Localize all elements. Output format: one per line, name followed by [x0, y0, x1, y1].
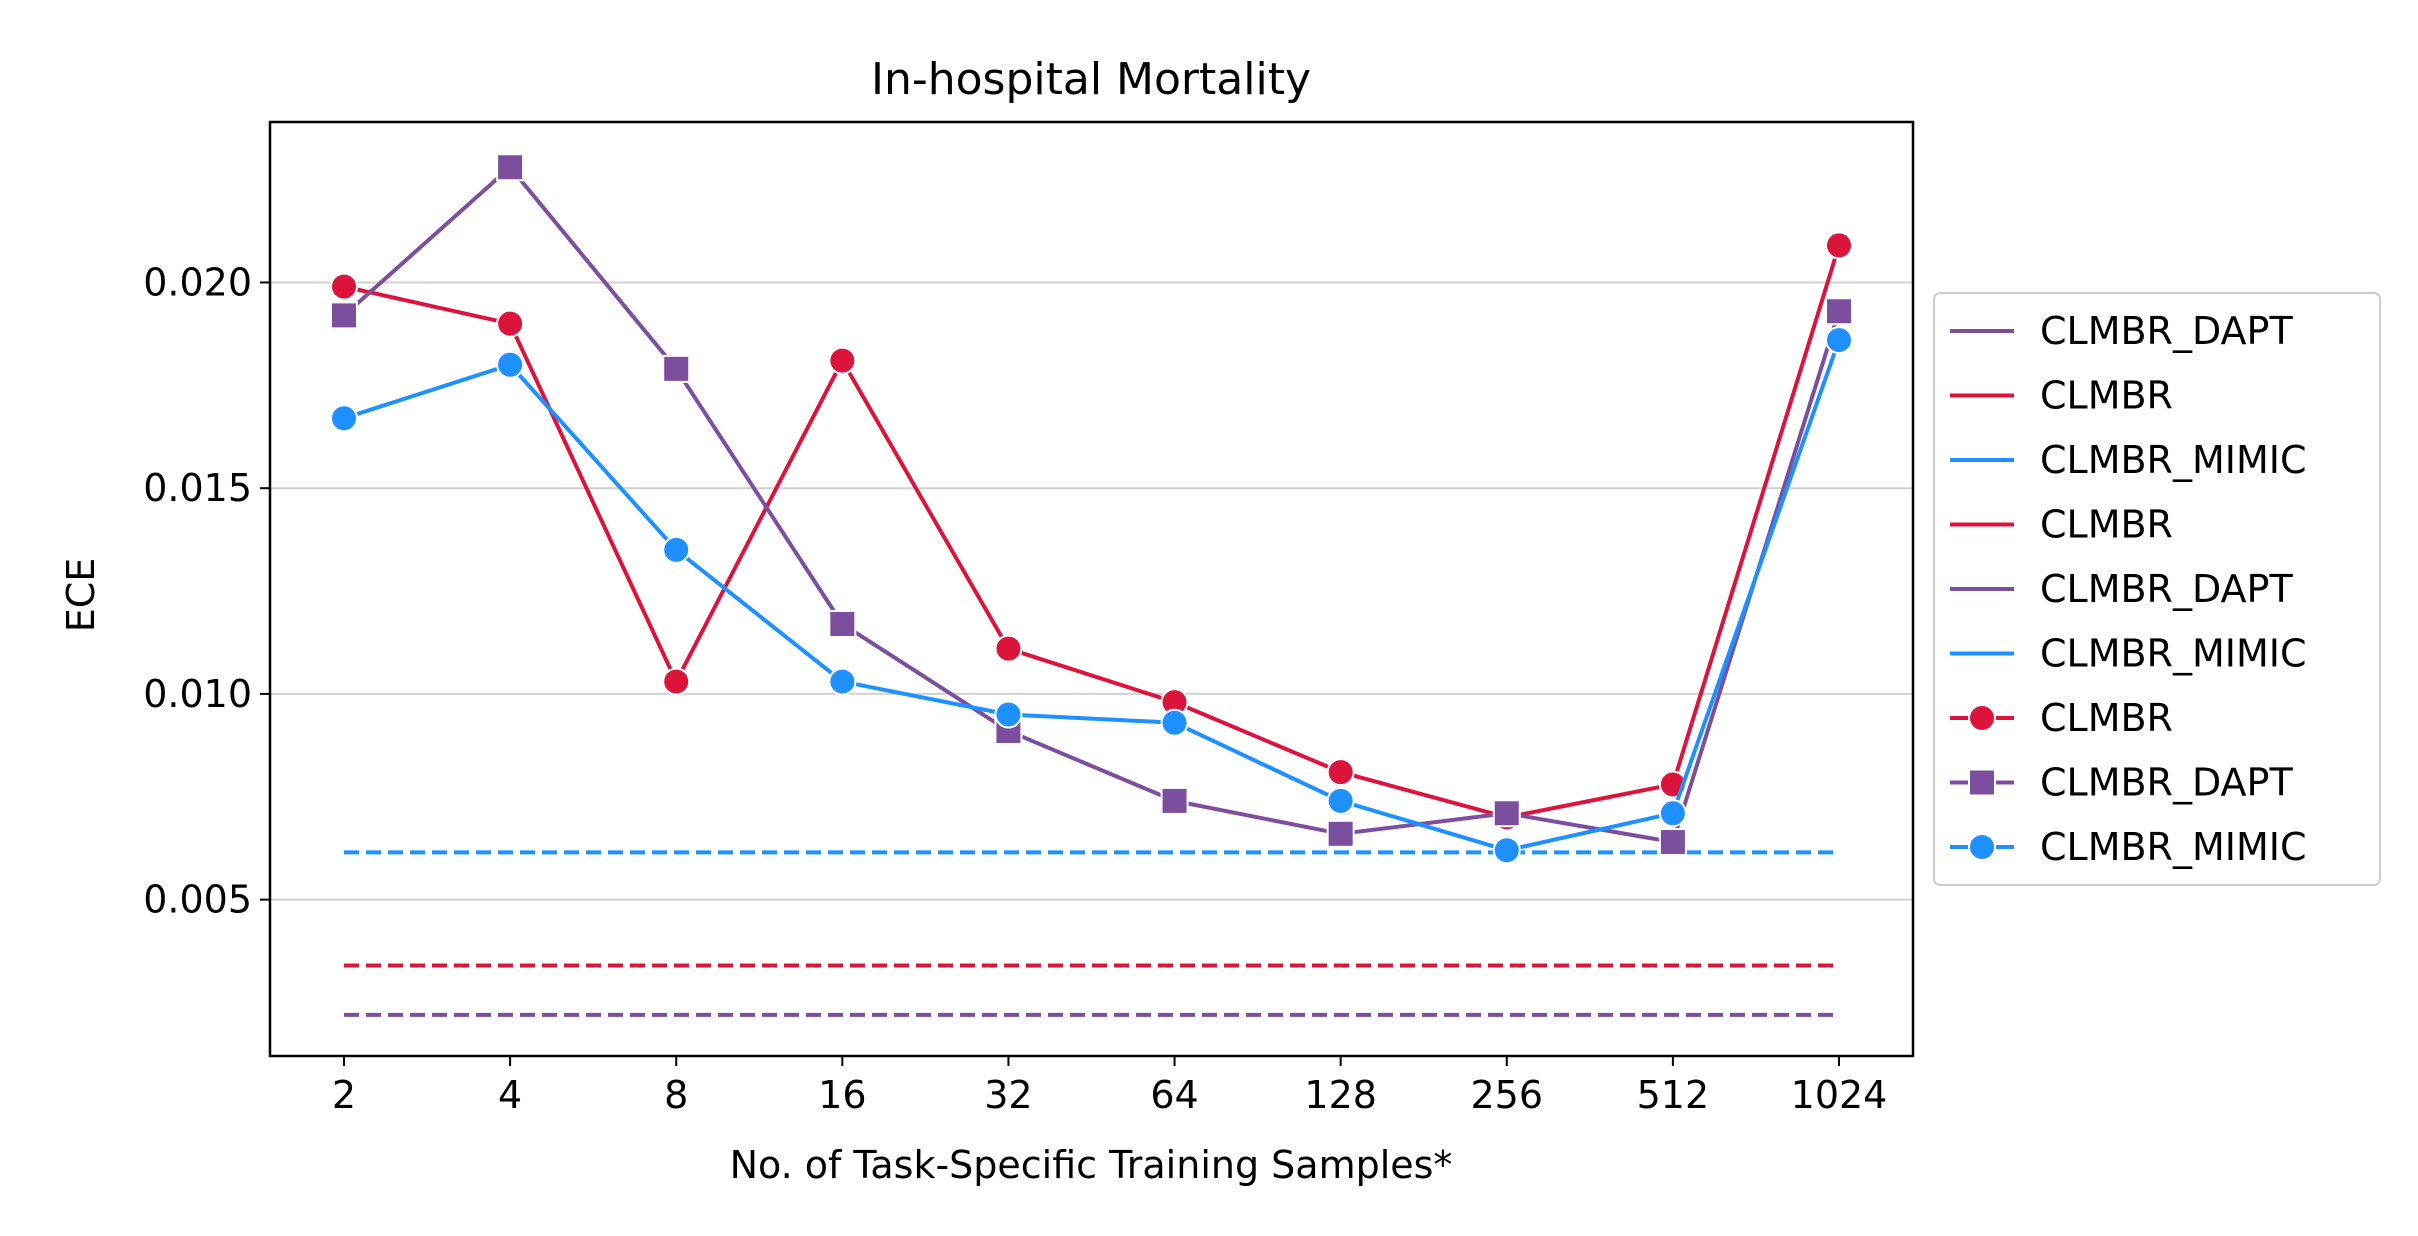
data-point-clmbr-dapt [496, 153, 525, 182]
data-point-clmbr-mimic [828, 667, 857, 696]
data-point-clmbr [662, 667, 691, 696]
data-point-clmbr-mimic [496, 350, 525, 379]
data-point-clmbr [1825, 231, 1853, 260]
y-tick-label: 0.020 [143, 260, 252, 304]
plot-frame [268, 120, 1915, 1058]
data-point-clmbr-mimic [1160, 708, 1189, 737]
data-point-clmbr-mimic [1326, 786, 1355, 815]
series-clmbr-mimic [330, 326, 1853, 865]
data-point-clmbr-dapt [1658, 828, 1687, 857]
legend-label-clmbr: CLMBR [2040, 503, 2173, 547]
legend-label-clmbr: CLMBR [2040, 374, 2173, 418]
legend-label-clmbr-dapt: CLMBR_DAPT [2040, 567, 2293, 611]
x-tick-label: 1024 [1791, 1073, 1888, 1117]
legend-box [1933, 292, 2381, 886]
data-point-clmbr-mimic [994, 700, 1023, 729]
data-point-clmbr-dapt [1326, 819, 1355, 848]
legend-label-clmbr-dapt: CLMBR_DAPT [2040, 309, 2293, 353]
data-point-clmbr-mimic [662, 535, 691, 564]
x-tick-label: 32 [984, 1073, 1032, 1117]
y-tick-label: 0.010 [143, 672, 252, 716]
y-axis-label: ECE [59, 558, 103, 633]
x-tick-label: 4 [498, 1073, 522, 1117]
legend-label-clmbr-dapt: CLMBR_DAPT [2040, 761, 2293, 805]
data-point-clmbr [828, 346, 857, 375]
data-point-clmbr-dapt [1492, 799, 1521, 828]
legend-marker-clmbr [1968, 704, 1996, 732]
series-clmbr-dapt [330, 153, 1853, 857]
data-point-clmbr-mimic [1492, 836, 1521, 865]
x-tick-label: 512 [1637, 1073, 1710, 1117]
x-tick-label: 8 [664, 1073, 688, 1117]
y-tick-label: 0.015 [143, 466, 252, 510]
series-clmbr [330, 231, 1853, 832]
x-tick-label: 256 [1471, 1073, 1544, 1117]
data-point-clmbr-dapt [1160, 786, 1189, 815]
series-line-clmbr [343, 244, 1841, 820]
series-line-clmbr-mimic [343, 339, 1841, 853]
data-point-clmbr [496, 309, 525, 338]
legend-label-clmbr-mimic: CLMBR_MIMIC [2040, 438, 2306, 482]
x-tick-label: 64 [1150, 1073, 1198, 1117]
legend-marker-clmbr-dapt [1968, 768, 1996, 797]
data-point-clmbr [1326, 758, 1355, 787]
data-point-clmbr [330, 272, 358, 301]
legend-label-clmbr-mimic: CLMBR_MIMIC [2040, 825, 2306, 869]
chart-title: In-hospital Mortality [871, 54, 1311, 105]
data-point-clmbr-dapt [662, 354, 691, 383]
data-point-clmbr-mimic [1825, 326, 1853, 355]
x-axis-label: No. of Task-Specific Training Samples* [730, 1143, 1453, 1187]
y-tick-label: 0.005 [143, 878, 252, 922]
data-point-clmbr-dapt [828, 609, 857, 638]
legend-marker-clmbr-mimic [1968, 833, 1996, 861]
x-tick-label: 2 [332, 1073, 356, 1117]
data-point-clmbr [994, 634, 1023, 663]
x-tick-label: 128 [1304, 1073, 1377, 1117]
series-line-clmbr-dapt [342, 165, 1841, 845]
data-point-clmbr-dapt [1825, 297, 1853, 326]
data-point-clmbr-dapt [330, 301, 358, 330]
legend-label-clmbr-mimic: CLMBR_MIMIC [2040, 632, 2306, 676]
data-point-clmbr-mimic [1658, 799, 1687, 828]
data-point-clmbr-mimic [330, 404, 358, 433]
x-tick-label: 16 [818, 1073, 866, 1117]
legend-label-clmbr: CLMBR [2040, 696, 2173, 740]
